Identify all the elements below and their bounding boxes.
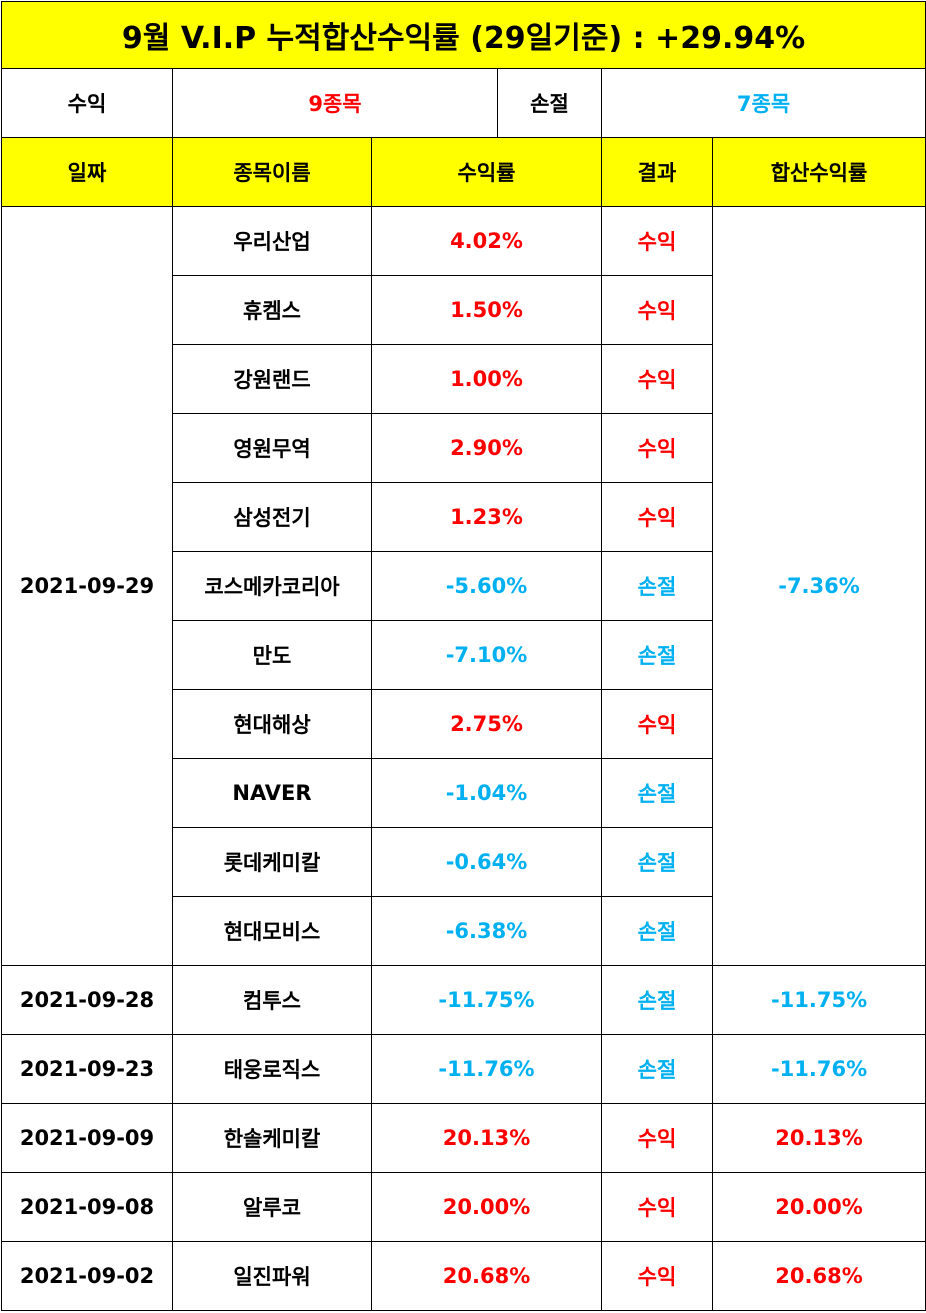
return-rate-cell: -0.64%	[371, 827, 602, 897]
result-cell: 손절	[601, 1034, 713, 1104]
stock-name-cell: NAVER	[172, 758, 372, 828]
return-rate-cell: 1.00%	[371, 344, 602, 414]
table-row: 코스메카코리아 -5.60% 손절	[2, 551, 926, 621]
header-row: 일짜 종목이름 수익률 결과 합산수익률	[1, 137, 926, 207]
result-cell: 손절	[601, 551, 713, 621]
stock-name-cell: 컴투스	[172, 965, 372, 1035]
return-rate-cell: -11.76%	[371, 1034, 602, 1104]
return-rate-cell: 20.00%	[371, 1172, 602, 1242]
return-rate-cell: -6.38%	[371, 896, 602, 966]
return-rate-cell: 2.75%	[371, 689, 602, 759]
return-rate-cell: 2.90%	[371, 413, 602, 483]
result-cell: 수익	[601, 1241, 713, 1311]
summary-row: 수익 9종목 손절 7종목	[1, 68, 926, 138]
table-row: 2021-09-28 컴투스 -11.75% 손절 -11.75%	[1, 965, 926, 1035]
date-cell: 2021-09-08	[1, 1172, 173, 1242]
date-cell: 2021-09-28	[1, 965, 173, 1035]
result-cell: 손절	[601, 620, 713, 690]
profit-label: 수익	[1, 68, 173, 138]
header-result: 결과	[601, 137, 713, 207]
table-row: 2021-09-29 우리산업 4.02% 수익 -7.36%	[1, 206, 926, 966]
date-cell: 2021-09-29	[1, 206, 173, 966]
result-cell: 수익	[601, 1103, 713, 1173]
table-row: 2021-09-08 알루코 20.00% 수익 20.00%	[1, 1172, 926, 1242]
result-cell: 수익	[601, 206, 713, 276]
title-row: 9월 V.I.P 누적합산수익률 (29일기준) : +29.94%	[0, 1, 926, 69]
result-cell: 수익	[601, 275, 713, 345]
stock-name-cell: 만도	[172, 620, 372, 690]
table-row: 만도 -7.10% 손절	[2, 620, 926, 690]
stock-name-cell: 우리산업	[172, 206, 372, 276]
stock-name-cell: 한솔케미칼	[172, 1103, 372, 1173]
table-row: 2021-09-23 태웅로직스 -11.76% 손절 -11.76%	[1, 1034, 926, 1104]
combined-return-cell: -11.75%	[711, 965, 926, 1035]
header-stock-name: 종목이름	[172, 137, 372, 207]
stock-name-cell: 태웅로직스	[172, 1034, 372, 1104]
header-return-rate: 수익률	[371, 137, 602, 207]
stock-name-cell: 현대해상	[172, 689, 372, 759]
return-rate-cell: -7.10%	[371, 620, 602, 690]
stock-name-cell: 일진파워	[172, 1241, 372, 1311]
profit-count: 9종목	[172, 68, 498, 138]
loss-label: 손절	[497, 68, 602, 138]
stock-name-cell: 영원무역	[172, 413, 372, 483]
date-cell: 2021-09-09	[1, 1103, 173, 1173]
table-row: 휴켐스 1.50% 수익	[2, 275, 926, 345]
combined-return-cell: -7.36%	[711, 206, 926, 966]
combined-return-cell: 20.00%	[711, 1172, 926, 1242]
result-cell: 수익	[601, 344, 713, 414]
loss-count: 7종목	[600, 68, 926, 138]
stock-name-cell: 현대모비스	[172, 896, 372, 966]
return-rate-cell: 20.68%	[371, 1241, 602, 1311]
table-row: 영원무역 2.90% 수익	[2, 413, 926, 483]
table-row: 롯데케미칼 -0.64% 손절	[2, 827, 926, 897]
table-row: NAVER -1.04% 손절	[2, 758, 926, 828]
stock-name-cell: 삼성전기	[172, 482, 372, 552]
result-cell: 수익	[601, 1172, 713, 1242]
header-combined-return: 합산수익률	[711, 137, 926, 207]
combined-return-cell: 20.68%	[711, 1241, 926, 1311]
page-title: 9월 V.I.P 누적합산수익률 (29일기준) : +29.94%	[0, 1, 926, 69]
stock-name-cell: 휴켐스	[172, 275, 372, 345]
combined-return-cell: 20.13%	[711, 1103, 926, 1173]
stock-name-cell: 알루코	[172, 1172, 372, 1242]
result-cell: 손절	[601, 758, 713, 828]
stock-name-cell: 코스메카코리아	[172, 551, 372, 621]
return-rate-cell: 20.13%	[371, 1103, 602, 1173]
result-cell: 수익	[601, 482, 713, 552]
stock-name-cell: 강원랜드	[172, 344, 372, 414]
date-cell: 2021-09-23	[1, 1034, 173, 1104]
header-date: 일짜	[1, 137, 173, 207]
result-cell: 수익	[601, 413, 713, 483]
table-row: 현대해상 2.75% 수익	[2, 689, 926, 759]
return-rate-cell: -5.60%	[371, 551, 602, 621]
result-cell: 수익	[601, 689, 713, 759]
result-cell: 손절	[601, 827, 713, 897]
date-cell: 2021-09-02	[1, 1241, 173, 1311]
return-rate-cell: -11.75%	[371, 965, 602, 1035]
table-row: 2021-09-02 일진파워 20.68% 수익 20.68%	[1, 1241, 926, 1311]
return-rate-cell: 4.02%	[371, 206, 602, 276]
result-cell: 손절	[601, 896, 713, 966]
stock-name-cell: 롯데케미칼	[172, 827, 372, 897]
return-rate-cell: -1.04%	[371, 758, 602, 828]
table-row: 삼성전기 1.23% 수익	[2, 482, 926, 552]
result-cell: 손절	[601, 965, 713, 1035]
return-rate-cell: 1.23%	[371, 482, 602, 552]
table-row: 2021-09-09 한솔케미칼 20.13% 수익 20.13%	[1, 1103, 926, 1173]
combined-return-cell: -11.76%	[711, 1034, 926, 1104]
return-rate-cell: 1.50%	[371, 275, 602, 345]
